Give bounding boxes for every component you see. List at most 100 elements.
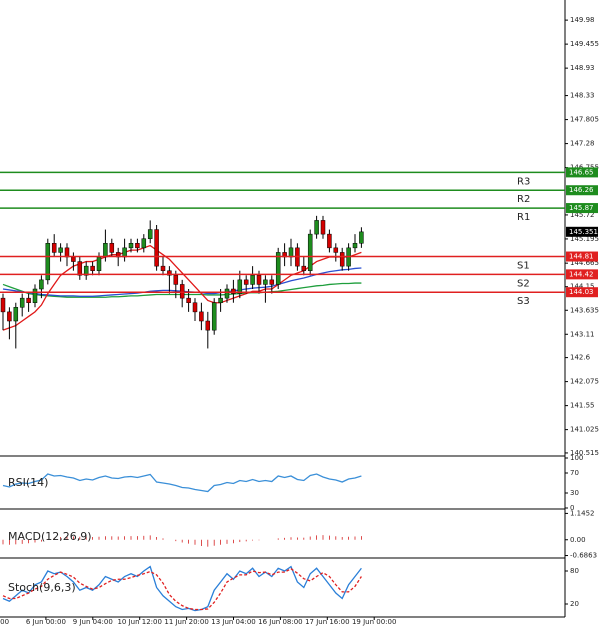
level-tag xyxy=(566,251,598,262)
candle-body xyxy=(0,297,6,313)
level-name: S1 xyxy=(517,261,530,272)
y-tick-label: 142.6 xyxy=(570,354,591,362)
indicator-line xyxy=(2,473,362,493)
level-value: 144.42 xyxy=(569,270,594,278)
y-tick-label: 144.665 xyxy=(570,259,599,267)
candle-body xyxy=(19,297,25,308)
candle-body xyxy=(45,243,51,281)
candle-body xyxy=(186,297,191,303)
candle-body xyxy=(231,288,236,294)
y-tick-label: 0.00 xyxy=(570,536,586,544)
level-name: R2 xyxy=(517,194,530,205)
level-value: 146.26 xyxy=(569,186,594,194)
candle-body xyxy=(352,243,358,249)
stoch-line xyxy=(2,565,362,612)
level-name: R3 xyxy=(517,176,530,187)
candle-body xyxy=(218,297,223,303)
candle-body xyxy=(269,279,275,285)
last-price: 145.351 xyxy=(569,228,598,236)
candle-body xyxy=(103,243,108,258)
level-value: 144.03 xyxy=(569,288,594,296)
y-tick-label: 143.11 xyxy=(570,330,595,338)
level-name: S2 xyxy=(517,278,530,289)
level-tag xyxy=(566,269,598,280)
y-tick-label: 143.635 xyxy=(570,306,599,314)
y-tick-label: 144.15 xyxy=(570,283,595,291)
candle-body xyxy=(7,311,12,322)
y-tick-label: 0 xyxy=(570,504,574,512)
level-tag xyxy=(566,287,598,298)
candle-body xyxy=(275,252,281,285)
candle-body xyxy=(314,220,319,235)
level-tag xyxy=(566,185,598,196)
candle-body xyxy=(32,288,38,303)
candle-body xyxy=(51,243,57,253)
candle-body xyxy=(154,229,159,267)
candle-body xyxy=(128,243,134,249)
candle-body xyxy=(205,320,211,331)
candle-body xyxy=(256,275,262,285)
y-tick-label: 141.55 xyxy=(570,402,595,410)
candle-body xyxy=(339,252,345,267)
candle-body xyxy=(160,265,166,271)
candle-body xyxy=(109,243,115,253)
x-tick-label: 16 Jun 08:00 xyxy=(258,618,302,626)
candle-body xyxy=(179,284,185,299)
candle-body xyxy=(90,265,95,271)
y-tick-label: 149.98 xyxy=(570,16,595,24)
candle-body xyxy=(288,247,294,258)
y-tick-label: 20 xyxy=(570,600,579,608)
y-tick-label: 1.1452 xyxy=(570,509,595,517)
y-tick-label: 30 xyxy=(570,489,579,497)
level-value: 144.81 xyxy=(569,253,594,261)
level-tag xyxy=(566,203,598,214)
candle-body xyxy=(26,297,31,303)
candle-body xyxy=(359,231,364,244)
y-tick-label: 145.72 xyxy=(570,211,595,219)
y-tick-label: 100 xyxy=(570,454,583,462)
y-tick-label: 80 xyxy=(570,567,579,575)
y-tick-label: 70 xyxy=(570,469,579,477)
candle-body xyxy=(135,243,140,249)
candle-body xyxy=(13,307,19,322)
x-tick-label: 11 Jun 20:00 xyxy=(164,618,208,626)
x-tick-label: 16:00 xyxy=(0,618,9,626)
x-tick-label: 13 Jun 04:00 xyxy=(211,618,255,626)
indicator-title: Stoch(9,6,3) xyxy=(8,581,76,594)
candle-body xyxy=(307,233,313,271)
candle-body xyxy=(167,270,172,276)
level-name: S3 xyxy=(517,296,530,307)
level-value: 145.87 xyxy=(569,204,594,212)
candle-body xyxy=(211,302,217,331)
y-tick-label: 147.805 xyxy=(570,116,599,124)
indicator-title: MACD(12,26,9) xyxy=(8,530,92,543)
candle-body xyxy=(250,275,255,285)
level-value: 146.65 xyxy=(569,168,594,176)
y-tick-label: 140.515 xyxy=(570,449,599,457)
x-tick-label: 9 Jun 04:00 xyxy=(73,618,113,626)
candle-body xyxy=(263,279,268,285)
candle-body xyxy=(83,265,89,276)
x-tick-label: 6 Jun 00:00 xyxy=(26,618,66,626)
candle-body xyxy=(333,247,339,253)
y-tick-label: 141.025 xyxy=(570,426,599,434)
candle-body xyxy=(147,229,153,239)
level-tag xyxy=(566,167,598,178)
y-tick-label: 148.93 xyxy=(570,64,595,72)
candle-body xyxy=(173,275,179,285)
candle-body xyxy=(224,288,230,299)
candle-body xyxy=(237,279,243,294)
candle-body xyxy=(96,256,102,271)
y-tick-label: 145.195 xyxy=(570,235,599,243)
candle-body xyxy=(141,238,147,249)
x-tick-label: 19 Jun 00:00 xyxy=(352,618,396,626)
y-tick-label: 147.28 xyxy=(570,140,595,148)
candle-body xyxy=(122,247,127,258)
y-tick-label: 148.33 xyxy=(570,92,595,100)
candle-body xyxy=(77,261,83,276)
y-tick-label: -0.6863 xyxy=(570,552,597,560)
candle-body xyxy=(192,302,198,313)
candle-body xyxy=(39,279,44,290)
candle-body xyxy=(320,220,326,235)
